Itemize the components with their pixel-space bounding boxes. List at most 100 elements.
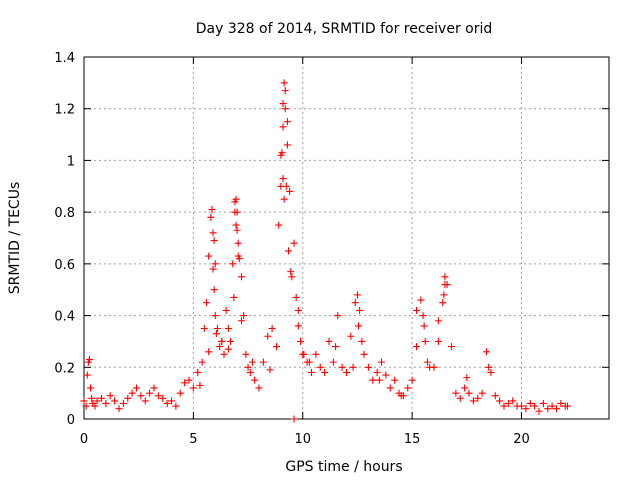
data-point [360, 350, 368, 358]
data-point [176, 389, 184, 397]
data-point [229, 260, 237, 268]
data-point [496, 397, 504, 405]
data-point [518, 402, 525, 410]
data-point [279, 175, 287, 183]
data-point [194, 368, 202, 376]
data-point [305, 358, 313, 366]
data-point [557, 399, 565, 407]
data-point [216, 343, 224, 351]
data-point [290, 239, 298, 247]
data-point [286, 187, 294, 195]
data-point [83, 371, 91, 379]
data-point [440, 291, 448, 299]
data-point [277, 151, 285, 159]
data-point [128, 389, 136, 397]
data-point [316, 363, 324, 371]
data-point [420, 322, 428, 330]
data-point [358, 337, 366, 345]
data-point [300, 350, 308, 358]
data-point [234, 252, 242, 260]
data-point [423, 358, 431, 366]
data-point [119, 399, 127, 407]
data-point [273, 343, 280, 351]
data-point [483, 348, 490, 356]
data-point [334, 312, 342, 320]
data-point [338, 363, 346, 371]
data-point [242, 350, 250, 358]
data-point [452, 389, 460, 397]
data-point [259, 358, 267, 366]
data-point [203, 299, 210, 307]
data-point [386, 384, 394, 392]
data-point [255, 384, 263, 392]
data-point [351, 299, 359, 307]
data-point [209, 229, 217, 237]
plot-frame [83, 56, 610, 420]
data-point [98, 394, 105, 402]
data-point [404, 384, 412, 392]
y-tick-label: 0.8 [54, 206, 75, 221]
data-point [238, 273, 245, 281]
data-point [280, 79, 288, 87]
data-point [413, 343, 420, 351]
data-point [224, 325, 232, 332]
data-point [353, 291, 361, 299]
data-point [279, 123, 287, 131]
data-point [232, 221, 240, 229]
data-point [349, 363, 357, 371]
data-point [232, 195, 240, 203]
data-point [210, 237, 218, 245]
data-point [283, 141, 291, 149]
data-point [285, 247, 293, 255]
data-point [430, 363, 438, 371]
data-point [281, 105, 289, 113]
data-point [115, 405, 123, 413]
data-point [294, 306, 302, 314]
data-point [224, 345, 232, 353]
data-point [266, 366, 274, 374]
data-point [210, 286, 218, 294]
data-point [364, 363, 372, 371]
data-point [218, 337, 226, 345]
data-point [82, 402, 90, 410]
data-point [526, 399, 534, 407]
data-point [369, 376, 377, 384]
data-point [463, 374, 471, 382]
data-point [154, 392, 162, 400]
data-point [106, 392, 114, 400]
data-point [85, 356, 93, 364]
data-point [227, 337, 235, 345]
data-point [282, 182, 290, 190]
data-point [535, 407, 543, 415]
data-point [281, 87, 289, 95]
data-point [312, 350, 320, 358]
data-point [200, 325, 208, 332]
data-point [548, 402, 556, 410]
data-point [491, 392, 499, 400]
data-point [168, 397, 175, 405]
data-point [375, 376, 383, 384]
data-point [213, 325, 221, 332]
data-point [332, 343, 340, 351]
data-point [325, 337, 333, 345]
data-point [434, 337, 442, 345]
data-point [288, 273, 296, 281]
data-point [222, 306, 230, 314]
y-tick-label: 0.4 [54, 310, 75, 325]
data-point [478, 389, 486, 397]
data-point [198, 358, 206, 366]
data-point [124, 394, 132, 402]
data-point [329, 358, 337, 366]
data-point [196, 381, 204, 389]
data-point [413, 306, 420, 314]
x-tick-label: 0 [80, 432, 88, 447]
data-point [456, 394, 464, 402]
data-point [133, 384, 140, 392]
grid [84, 57, 609, 419]
data-point [421, 337, 429, 345]
data-point [563, 402, 571, 410]
data-point [297, 337, 305, 345]
data-point [441, 273, 449, 281]
data-point [275, 221, 283, 229]
